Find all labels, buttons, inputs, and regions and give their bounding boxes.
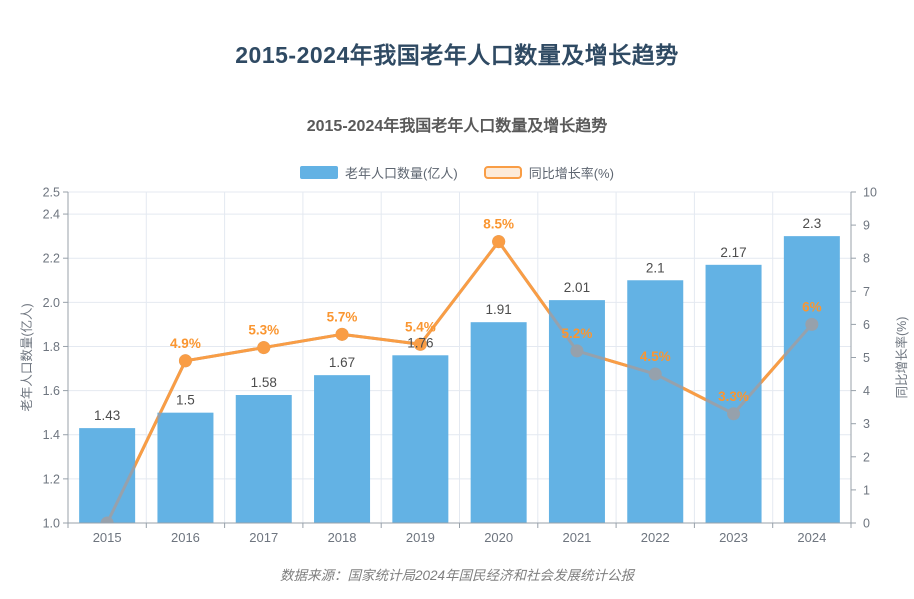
svg-text:3: 3 (863, 417, 870, 431)
svg-text:7: 7 (863, 285, 870, 299)
bar-label-2018: 1.67 (329, 355, 355, 370)
growth-label-2020: 8.5% (483, 217, 514, 232)
plot-area[interactable]: 1.0 1.2 1.4 1.6 1.8 2.0 2.2 2.4 2.5 0 1 2 3 4 5 6 7 8 9 10 2… (0, 185, 914, 560)
point-2015[interactable] (100, 516, 114, 530)
svg-text:1.6: 1.6 (43, 384, 60, 398)
source-note: 数据来源：国家统计局2024年国民经济和社会发展统计公报 (279, 568, 635, 583)
point-2018[interactable] (335, 327, 349, 341)
svg-text:2023: 2023 (719, 530, 748, 545)
bar-2016[interactable] (157, 412, 214, 523)
growth-label-2018: 5.7% (327, 309, 358, 324)
line-series-legend-label: 同比增长率(%) (528, 166, 614, 181)
svg-text:2.5: 2.5 (43, 186, 60, 200)
bar-2021[interactable] (548, 300, 605, 523)
axes (63, 191, 856, 528)
svg-text:2021: 2021 (562, 530, 591, 545)
svg-text:4: 4 (863, 384, 870, 398)
bar-2015[interactable] (79, 428, 136, 523)
bar-2024[interactable] (783, 236, 840, 523)
point-2016[interactable] (178, 354, 192, 368)
bar-label-2024: 2.3 (802, 216, 821, 231)
growth-label-2023: 3.3% (718, 389, 749, 404)
growth-label-2017: 5.3% (248, 323, 279, 338)
bar-label-2023: 2.17 (720, 245, 746, 260)
bar-label-2017: 1.58 (251, 375, 277, 390)
left-axis-name: 老年人口数量(亿人) (19, 303, 34, 411)
svg-text:2015: 2015 (93, 530, 122, 545)
svg-text:2022: 2022 (641, 530, 670, 545)
point-2017[interactable] (257, 341, 271, 355)
svg-text:1.8: 1.8 (43, 340, 60, 354)
point-2024[interactable] (805, 317, 819, 331)
svg-text:2019: 2019 (406, 530, 435, 545)
bar-label-2015: 1.43 (94, 408, 120, 423)
bar-series-swatch-icon (300, 166, 339, 179)
point-2020[interactable] (492, 235, 506, 249)
bar-value-labels: 1.43 1.5 1.58 1.67 1.76 1.91 2.01 2.1 2.17 2.3 (94, 216, 821, 423)
growth-label-2021: 5.2% (562, 326, 593, 341)
point-2023[interactable] (727, 407, 741, 421)
svg-text:1.2: 1.2 (43, 472, 60, 486)
svg-text:9: 9 (863, 219, 870, 233)
bar-2018[interactable] (314, 375, 371, 523)
legend-item-population[interactable]: 老年人口数量(亿人) (300, 163, 458, 182)
bar-label-2020: 1.91 (486, 302, 512, 317)
left-axis-tick-labels: 1.0 1.2 1.4 1.6 1.8 2.0 2.2 2.4 2.5 (43, 186, 60, 531)
svg-text:1.0: 1.0 (43, 517, 60, 531)
line-series-swatch-icon (483, 166, 522, 179)
svg-text:2.2: 2.2 (43, 252, 60, 266)
bar-2017[interactable] (235, 395, 292, 523)
growth-label-2022: 4.5% (640, 349, 671, 364)
bar-label-2022: 2.1 (646, 260, 665, 275)
svg-text:8: 8 (863, 252, 870, 266)
svg-text:2: 2 (863, 450, 870, 464)
growth-label-2024: 6% (802, 299, 822, 314)
bar-label-2021: 2.01 (564, 280, 590, 295)
bar-label-2016: 1.5 (176, 393, 195, 408)
right-axis-tick-labels: 0 1 2 3 4 5 6 7 8 9 10 (863, 186, 877, 531)
bar-label-2019: 1.76 (407, 335, 433, 350)
svg-text:6: 6 (863, 318, 870, 332)
svg-text:2018: 2018 (328, 530, 357, 545)
right-axis-name: 同比增长率(%) (894, 317, 909, 399)
growth-label-2016: 4.9% (170, 336, 201, 351)
svg-text:10: 10 (863, 186, 877, 200)
page-title: 2015-2024年我国老年人口数量及增长趋势 (235, 42, 679, 68)
svg-text:1: 1 (863, 483, 870, 497)
chart-title: 2015-2024年我国老年人口数量及增长趋势 (306, 118, 608, 135)
point-2021[interactable] (570, 344, 584, 358)
bar-2022[interactable] (627, 280, 684, 523)
svg-text:2.4: 2.4 (43, 208, 60, 222)
bar-2020[interactable] (470, 322, 527, 523)
point-2019[interactable] (413, 337, 427, 351)
svg-text:2017: 2017 (249, 530, 278, 545)
gridlines (67, 191, 852, 524)
svg-text:2020: 2020 (484, 530, 513, 545)
bar-2019[interactable] (392, 355, 449, 523)
svg-text:1.4: 1.4 (43, 428, 60, 442)
svg-text:5: 5 (863, 351, 870, 365)
bar-series-legend-label: 老年人口数量(亿人) (345, 166, 458, 181)
svg-text:0: 0 (863, 517, 870, 531)
svg-text:2.0: 2.0 (43, 296, 60, 310)
svg-text:2024: 2024 (797, 530, 826, 545)
point-2022[interactable] (648, 367, 662, 381)
growth-line (100, 235, 819, 530)
svg-text:2016: 2016 (171, 530, 200, 545)
growth-label-2019: 5.4% (405, 319, 436, 334)
legend: 老年人口数量(亿人) 同比增长率(%) (0, 163, 914, 182)
bars (79, 236, 840, 523)
legend-item-growth-rate[interactable]: 同比增长率(%) (483, 163, 614, 182)
growth-rate-labels: 4.9% 5.3% 5.7% 5.4% 8.5% 5.2% 4.5% 3.3% 6% (170, 217, 822, 404)
x-axis-tick-labels: 2015 2016 2017 2018 2019 2020 2021 2022 2023 2024 (93, 530, 827, 545)
